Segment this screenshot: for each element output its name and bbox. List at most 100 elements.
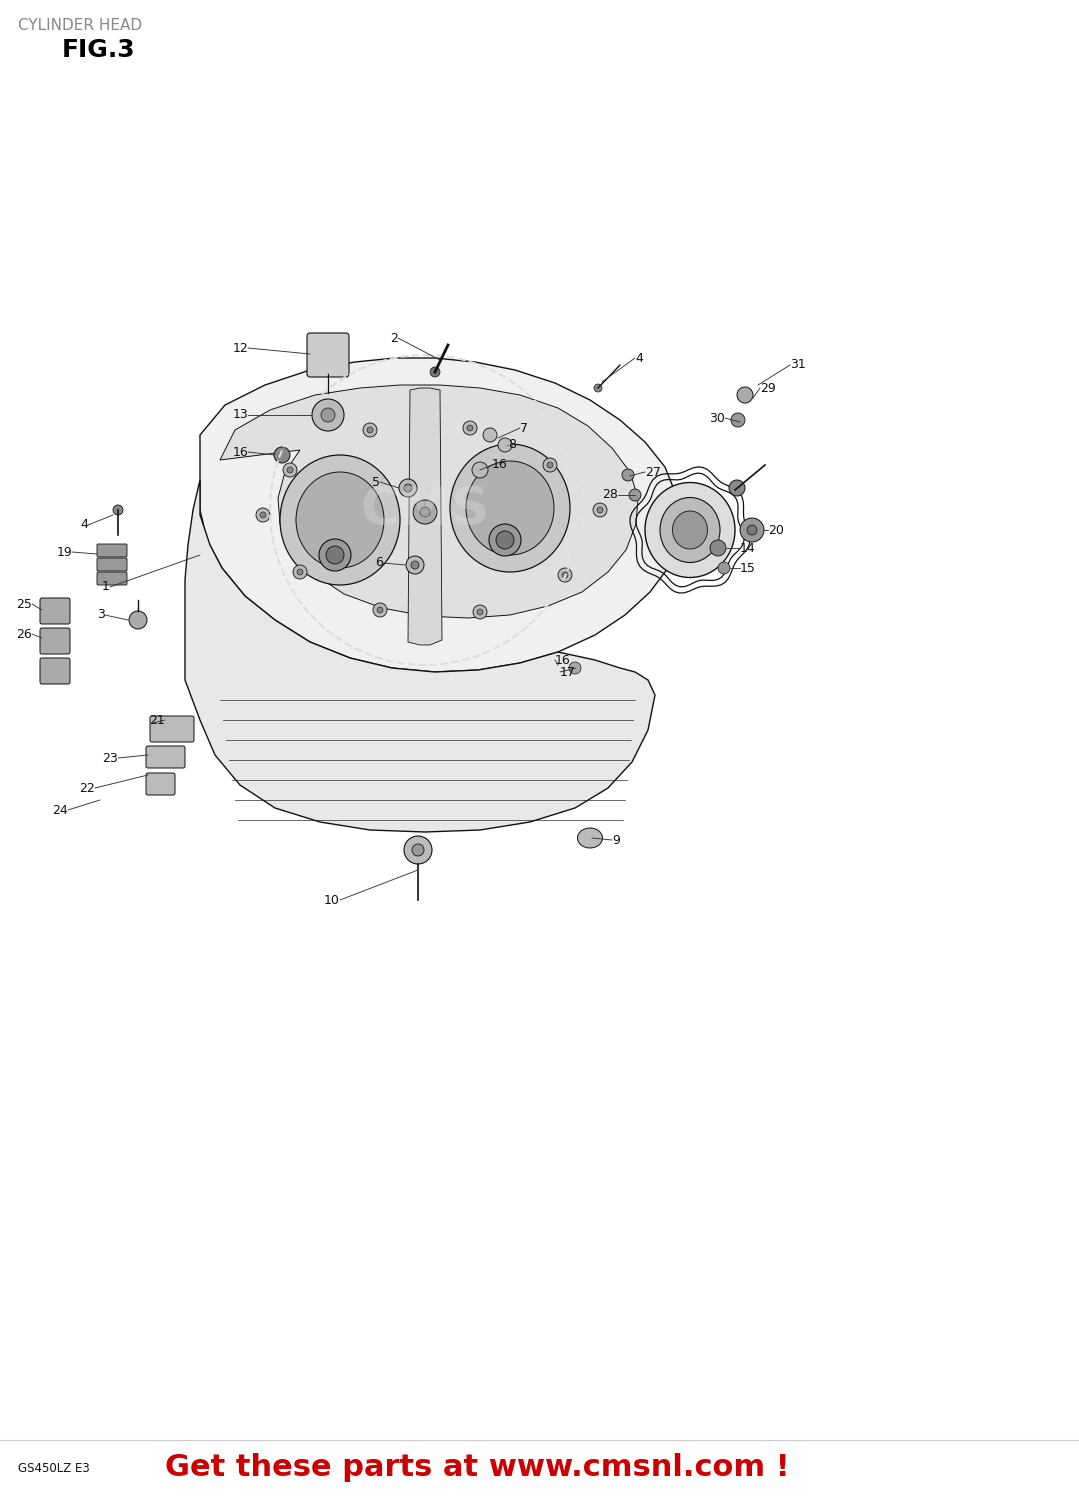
- Circle shape: [597, 507, 603, 513]
- Text: 26: 26: [16, 627, 32, 640]
- Ellipse shape: [672, 512, 708, 549]
- Circle shape: [283, 464, 297, 477]
- Polygon shape: [220, 386, 638, 618]
- Circle shape: [463, 422, 477, 435]
- FancyBboxPatch shape: [146, 746, 185, 768]
- Text: 19: 19: [56, 546, 72, 558]
- Ellipse shape: [279, 454, 400, 585]
- Text: 25: 25: [16, 597, 32, 610]
- Ellipse shape: [645, 483, 735, 578]
- Text: 7: 7: [520, 422, 528, 435]
- Circle shape: [274, 447, 290, 464]
- Circle shape: [319, 538, 351, 572]
- Text: GS450LZ E3: GS450LZ E3: [18, 1461, 90, 1474]
- Text: 23: 23: [103, 752, 118, 765]
- Circle shape: [404, 484, 412, 492]
- Text: 13: 13: [232, 408, 248, 422]
- Circle shape: [718, 562, 730, 574]
- Ellipse shape: [296, 472, 384, 568]
- Circle shape: [729, 480, 745, 496]
- Circle shape: [569, 662, 581, 674]
- Circle shape: [740, 518, 764, 542]
- Text: 8: 8: [508, 438, 516, 452]
- Text: 4: 4: [636, 351, 643, 364]
- Text: 12: 12: [232, 342, 248, 354]
- Circle shape: [373, 603, 387, 616]
- Circle shape: [467, 424, 473, 430]
- Text: 3: 3: [97, 609, 105, 621]
- Circle shape: [593, 503, 607, 518]
- Circle shape: [543, 458, 557, 472]
- Circle shape: [473, 604, 487, 619]
- Circle shape: [113, 506, 123, 515]
- Text: 14: 14: [740, 542, 755, 555]
- Circle shape: [320, 408, 334, 422]
- FancyBboxPatch shape: [97, 544, 127, 556]
- Text: 28: 28: [602, 489, 618, 501]
- Circle shape: [412, 844, 424, 856]
- Ellipse shape: [450, 444, 570, 572]
- Text: 31: 31: [790, 358, 806, 372]
- Ellipse shape: [466, 460, 554, 555]
- Text: 22: 22: [79, 782, 95, 795]
- FancyBboxPatch shape: [97, 558, 127, 572]
- Text: 6: 6: [375, 556, 383, 570]
- Ellipse shape: [577, 828, 602, 848]
- Circle shape: [489, 524, 521, 556]
- Circle shape: [730, 413, 745, 428]
- Text: CYLINDER HEAD: CYLINDER HEAD: [18, 18, 142, 33]
- Text: 16: 16: [555, 654, 571, 666]
- Circle shape: [747, 525, 757, 536]
- Circle shape: [260, 512, 267, 518]
- Text: 24: 24: [52, 804, 68, 816]
- FancyBboxPatch shape: [40, 658, 70, 684]
- Text: Get these parts at www.cmsnl.com !: Get these parts at www.cmsnl.com !: [165, 1454, 790, 1482]
- FancyBboxPatch shape: [308, 333, 349, 376]
- Circle shape: [287, 466, 293, 472]
- Circle shape: [595, 384, 602, 392]
- Circle shape: [477, 609, 483, 615]
- Polygon shape: [200, 358, 680, 672]
- Text: 29: 29: [760, 381, 776, 394]
- Polygon shape: [185, 480, 655, 832]
- Circle shape: [710, 540, 726, 556]
- Text: 4: 4: [80, 519, 88, 531]
- Text: 9: 9: [612, 834, 619, 846]
- Text: 21: 21: [149, 714, 165, 726]
- Text: 15: 15: [740, 561, 756, 574]
- Polygon shape: [408, 388, 442, 645]
- Text: 27: 27: [645, 465, 660, 478]
- Text: 16: 16: [232, 446, 248, 459]
- Circle shape: [547, 462, 554, 468]
- Text: 30: 30: [709, 411, 725, 424]
- Circle shape: [413, 500, 437, 523]
- Text: 1: 1: [103, 580, 110, 594]
- FancyBboxPatch shape: [40, 628, 70, 654]
- Circle shape: [498, 438, 513, 452]
- Text: 10: 10: [324, 894, 340, 906]
- Circle shape: [367, 427, 373, 433]
- Circle shape: [256, 509, 270, 522]
- Text: 2: 2: [391, 332, 398, 345]
- FancyBboxPatch shape: [150, 716, 194, 742]
- Text: 16: 16: [492, 459, 508, 471]
- Text: FIG.3: FIG.3: [62, 38, 136, 62]
- Circle shape: [562, 572, 568, 578]
- Circle shape: [312, 399, 344, 430]
- Text: CMS: CMS: [360, 484, 490, 536]
- Circle shape: [629, 489, 641, 501]
- Circle shape: [406, 556, 424, 574]
- Circle shape: [297, 568, 303, 574]
- Circle shape: [377, 608, 383, 613]
- Circle shape: [431, 368, 440, 376]
- Circle shape: [399, 478, 416, 496]
- Circle shape: [411, 561, 419, 568]
- Ellipse shape: [660, 498, 720, 562]
- Text: 5: 5: [372, 476, 380, 489]
- Circle shape: [293, 566, 308, 579]
- Circle shape: [472, 462, 488, 478]
- Circle shape: [326, 546, 344, 564]
- FancyBboxPatch shape: [97, 572, 127, 585]
- Circle shape: [420, 507, 431, 518]
- Circle shape: [496, 531, 514, 549]
